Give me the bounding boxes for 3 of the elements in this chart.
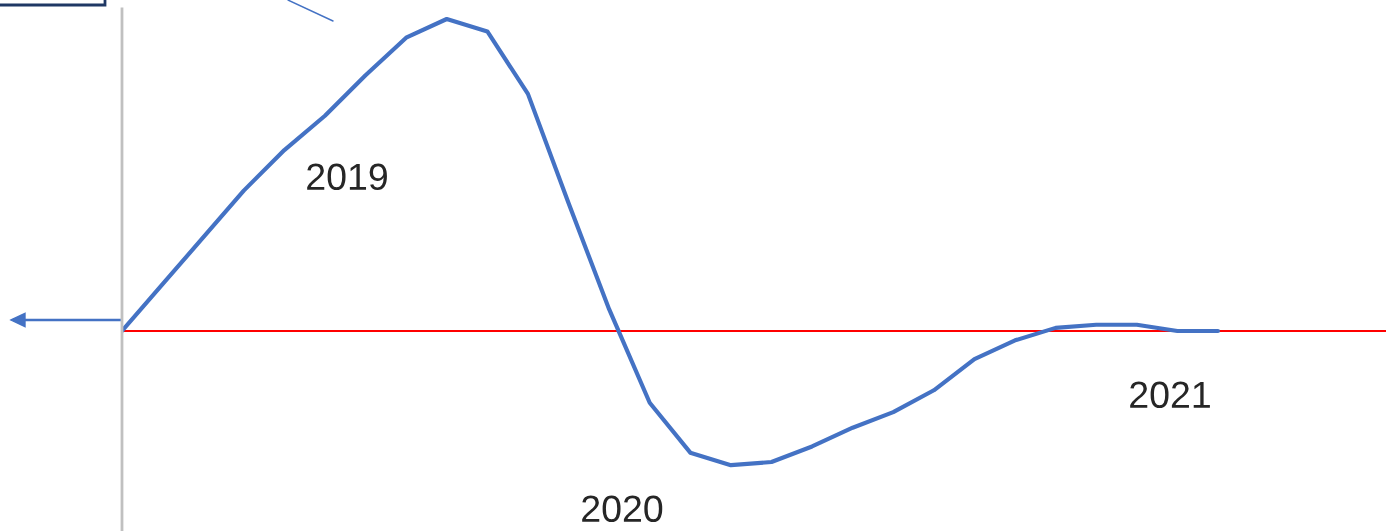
annotation: 2019: [307, 163, 387, 191]
text: 2020: [582, 495, 663, 523]
annotation: 2021: [1130, 381, 1210, 409]
